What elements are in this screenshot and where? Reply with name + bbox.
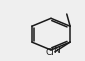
Text: Cl: Cl bbox=[45, 48, 54, 57]
Text: N: N bbox=[53, 46, 60, 55]
